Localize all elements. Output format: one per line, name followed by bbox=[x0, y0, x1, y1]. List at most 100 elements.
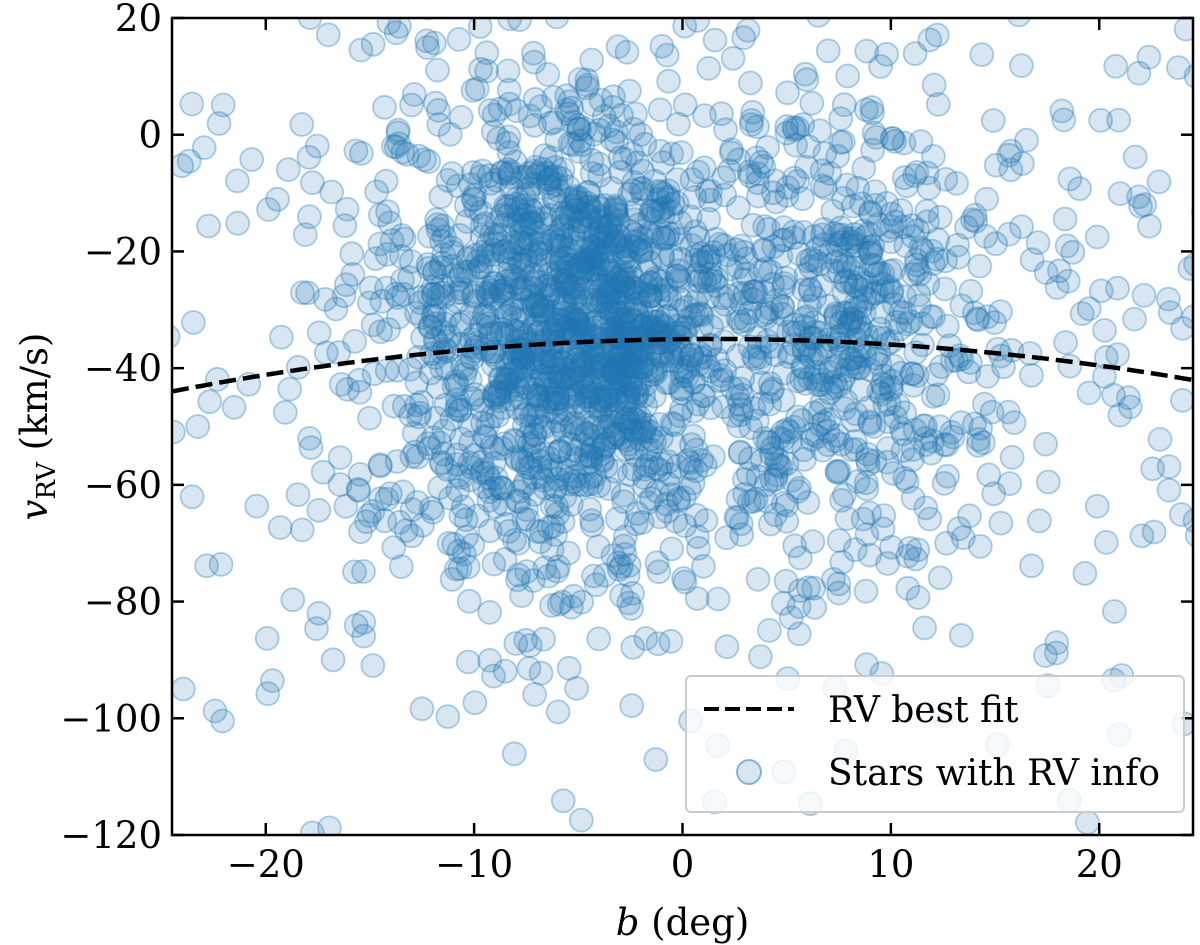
scatter-point bbox=[407, 285, 433, 311]
scatter-point bbox=[513, 627, 539, 653]
scatter-point bbox=[698, 358, 723, 384]
scatter-point bbox=[578, 367, 603, 393]
scatter-point bbox=[1047, 258, 1072, 284]
scatter-point bbox=[659, 536, 685, 562]
scatter-point bbox=[385, 304, 411, 330]
scatter-point bbox=[509, 583, 534, 608]
scatter-point bbox=[478, 170, 504, 196]
scatter-point bbox=[563, 310, 588, 336]
scatter-point bbox=[802, 367, 828, 392]
scatter-point bbox=[416, 255, 442, 281]
scatter-point bbox=[659, 410, 685, 436]
scatter-point bbox=[596, 282, 622, 308]
scatter-point bbox=[416, 149, 442, 175]
scatter-point bbox=[789, 366, 814, 392]
scatter-point bbox=[854, 447, 880, 473]
scatter-point bbox=[1009, 214, 1034, 240]
scatter-point bbox=[510, 354, 536, 380]
scatter-point bbox=[519, 403, 545, 428]
scatter-point bbox=[535, 282, 561, 308]
scatter-point bbox=[460, 186, 486, 212]
scatter-point bbox=[800, 529, 826, 554]
scatter-point bbox=[474, 460, 500, 486]
scatter-point bbox=[719, 137, 744, 163]
scatter-point bbox=[603, 265, 628, 290]
scatter-point bbox=[529, 230, 555, 256]
scatter-point bbox=[548, 250, 574, 276]
scatter-point bbox=[832, 253, 858, 279]
scatter-point bbox=[701, 268, 726, 294]
scatter-point bbox=[671, 485, 697, 511]
scatter-point bbox=[666, 258, 692, 284]
scatter-point bbox=[841, 226, 866, 252]
scatter-point bbox=[434, 457, 460, 482]
scatter-point bbox=[925, 227, 950, 253]
legend: RV best fit Stars with RV info bbox=[685, 675, 1185, 813]
scatter-point bbox=[776, 319, 802, 345]
scatter-point bbox=[409, 696, 435, 722]
scatter-point bbox=[421, 259, 447, 285]
scatter-point bbox=[416, 282, 442, 308]
scatter-point bbox=[515, 181, 540, 207]
scatter-point bbox=[967, 253, 993, 279]
scatter-point bbox=[404, 489, 430, 515]
scatter-point bbox=[304, 133, 330, 159]
scatter-point bbox=[492, 547, 518, 572]
scatter-point bbox=[470, 158, 495, 184]
scatter-point bbox=[494, 379, 520, 404]
scatter-point bbox=[456, 588, 482, 614]
scatter-point bbox=[1055, 268, 1081, 294]
scatter-point bbox=[489, 435, 515, 461]
scatter-point bbox=[843, 273, 869, 299]
scatter-point bbox=[554, 271, 580, 296]
scatter-point bbox=[644, 550, 670, 576]
scatter-point bbox=[807, 118, 833, 144]
scatter-point bbox=[688, 301, 713, 327]
scatter-points bbox=[172, 18, 1193, 835]
scatter-point bbox=[545, 390, 571, 416]
scatter-point bbox=[574, 67, 600, 93]
scatter-point bbox=[557, 130, 583, 156]
scatter-point bbox=[335, 376, 361, 402]
scatter-point bbox=[643, 747, 669, 772]
scatter-point bbox=[831, 280, 857, 306]
scatter-point bbox=[579, 160, 605, 186]
scatter-point bbox=[727, 309, 753, 335]
scatter-point bbox=[741, 395, 767, 421]
scatter-point bbox=[684, 243, 710, 269]
scatter-point bbox=[1069, 301, 1095, 327]
scatter-point bbox=[770, 419, 796, 445]
scatter-point bbox=[777, 340, 803, 366]
y-axis-label: vRV (km/s) bbox=[13, 333, 62, 521]
scatter-point bbox=[856, 235, 882, 260]
scatter-point bbox=[550, 509, 576, 534]
scatter-point bbox=[568, 370, 594, 396]
scatter-point bbox=[389, 267, 415, 293]
scatter-point bbox=[603, 458, 628, 484]
scatter-point bbox=[543, 474, 569, 500]
scatter-point bbox=[588, 398, 613, 424]
scatter-point bbox=[730, 366, 756, 391]
scatter-point bbox=[550, 233, 575, 259]
scatter-point bbox=[869, 371, 895, 397]
scatter-point bbox=[639, 197, 665, 223]
scatter-point bbox=[383, 134, 409, 160]
scatter-point bbox=[685, 391, 711, 417]
scatter-point bbox=[492, 212, 517, 238]
scatter-point bbox=[1009, 53, 1034, 78]
scatter-point bbox=[556, 540, 581, 566]
scatter-point bbox=[690, 383, 715, 409]
scatter-point bbox=[1129, 523, 1155, 549]
scatter-point bbox=[870, 261, 896, 287]
scatter-point bbox=[560, 365, 586, 391]
scatter-point bbox=[801, 400, 827, 426]
scatter-point bbox=[429, 250, 455, 276]
scatter-point bbox=[745, 161, 771, 187]
scatter-point bbox=[753, 472, 779, 498]
scatter-point bbox=[312, 286, 338, 312]
scatter-point bbox=[826, 580, 852, 606]
scatter-point bbox=[861, 413, 887, 439]
scatter-point bbox=[461, 187, 487, 213]
y-axis-label-subscript: RV bbox=[32, 461, 62, 500]
scatter-point bbox=[796, 575, 821, 601]
